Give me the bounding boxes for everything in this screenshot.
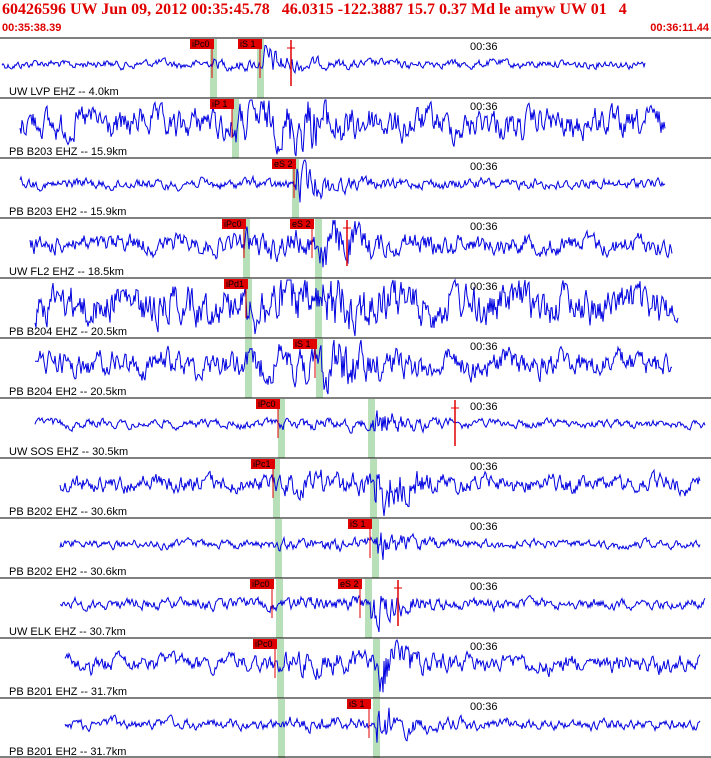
pick-label: iS 1 [295,339,311,349]
waveform [34,278,679,337]
waveform [59,468,701,517]
start-time: 00:35:38.39 [2,22,62,34]
time-mark: 00:36 [470,161,498,173]
pick-box [250,579,274,589]
phase-band [372,519,379,578]
time-mark: 00:36 [470,221,498,233]
time-mark: 00:36 [470,521,498,533]
phase-band [373,639,380,698]
waveform [19,99,666,157]
station-label: PB B204 EH2 -- 20.5km [9,386,126,398]
pick-label: iP 1 [212,99,227,109]
waveform [59,594,706,633]
pick-label: iS 1 [350,519,366,529]
phase-band [232,99,239,158]
phase-band [245,279,252,338]
pick-box [222,219,246,229]
pick-box [253,639,277,649]
pick-box [338,579,362,589]
end-time: 00:36:11.44 [650,22,709,34]
waveform [64,707,701,743]
time-mark: 00:36 [470,41,498,53]
pick-label: iS 1 [349,699,365,709]
time-mark: 00:36 [470,341,498,353]
pick-box [256,399,280,409]
pick-box [290,219,314,229]
station-label: PB B201 EH2 -- 31.7km [9,746,126,758]
phase-band [276,579,283,638]
pick-label: iPc0 [255,639,273,649]
waveform [59,532,701,560]
station-label: UW FL2 EHZ -- 18.5km [9,266,124,278]
station-label: PB B203 EH2 -- 15.9km [9,206,126,218]
phase-band [316,339,323,398]
phase-band [315,279,322,338]
pick-box [347,699,371,709]
pick-box [293,339,317,349]
station-label: UW LVP EHZ -- 4.0km [9,86,119,98]
pick-box [348,519,372,529]
pick-label: iPc0 [252,579,270,589]
waveform [1,45,646,75]
phase-band [278,699,285,758]
time-mark: 00:36 [470,581,498,593]
pick-label: eS 2 [292,219,311,229]
station-label: UW SOS EHZ -- 30.5km [9,446,128,458]
pick-box [190,39,214,49]
phase-band [210,39,217,98]
time-mark: 00:36 [470,281,498,293]
time-mark: 00:36 [470,401,498,413]
waveform [19,159,666,203]
waveform [29,219,673,268]
station-label: PB B202 EH2 -- 30.6km [9,566,126,578]
phase-band [365,579,372,638]
pick-box [238,39,262,49]
time-mark: 00:36 [470,461,498,473]
pick-label: eS 2 [340,579,359,589]
waveform [64,638,701,693]
pick-label: iPc0 [258,399,276,409]
pick-box [224,279,248,289]
time-mark: 00:36 [470,701,498,713]
pick-box [251,459,275,469]
waveform [34,410,706,434]
pick-label: iS 1 [240,39,256,49]
pick-label: iPc0 [224,219,242,229]
station-label: PB B202 EHZ -- 30.6km [9,506,127,518]
phase-band [278,399,285,458]
time-mark: 00:36 [470,641,498,653]
time-mark: 00:36 [470,101,498,113]
phase-band [370,459,377,518]
event-header: 60426596 UW Jun 09, 2012 00:35:45.78 46.… [2,1,627,18]
station-label: UW ELK EHZ -- 30.7km [9,626,126,638]
phase-band [245,339,252,398]
pick-label: eS 2 [274,159,293,169]
station-label: PB B201 EHZ -- 31.7km [9,686,127,698]
pick-box [272,159,296,169]
pick-label: iPc1 [253,459,271,469]
pick-label: iPc0 [192,39,210,49]
pick-label: iPd1 [226,279,244,289]
pick-box [210,99,234,109]
phase-band [243,219,250,278]
station-label: PB B204 EHZ -- 20.5km [9,326,127,338]
waveform [34,339,673,395]
station-label: PB B203 EHZ -- 15.9km [9,146,127,158]
phase-band [368,399,375,458]
